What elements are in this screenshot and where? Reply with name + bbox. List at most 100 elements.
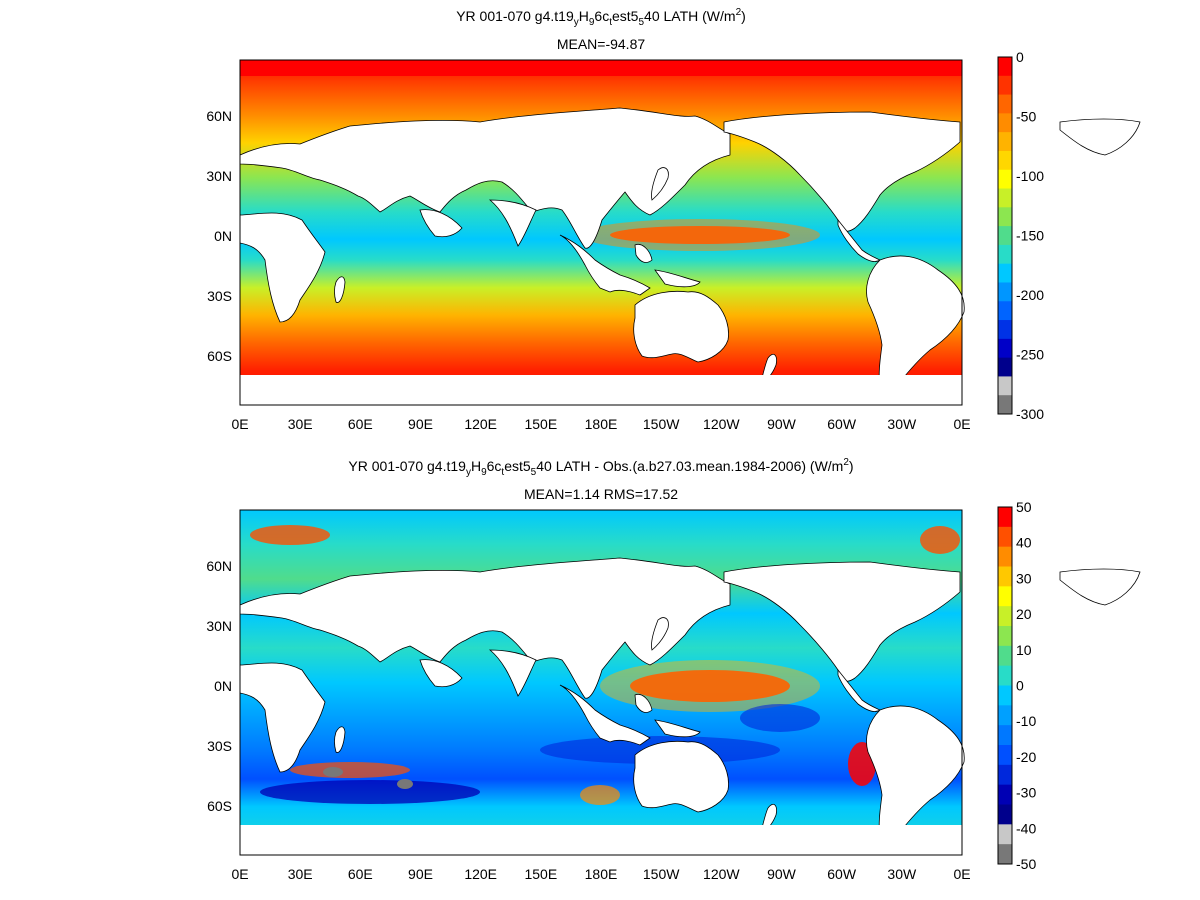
panel2-lon-label-4: 120E	[464, 866, 497, 882]
panel1-lat-label-60S: 60S	[207, 348, 232, 364]
panel1-colorbar-swatch-4	[998, 132, 1012, 152]
panel2-plot-area	[239, 509, 1200, 866]
panel2-colorbar-swatch-4	[998, 586, 1012, 607]
panel1-colorbar-label-6: -300	[1016, 406, 1044, 422]
panel1-lon-label-11: 30W	[887, 416, 917, 432]
panel1-lat-label-30N: 30N	[206, 168, 232, 184]
panel1-colorbar-swatch-8	[998, 207, 1012, 227]
panel2-lon-label-5: 150E	[524, 866, 557, 882]
panel1-colorbar-swatch-15	[998, 338, 1012, 359]
panel1-lon-label-0: 0E	[231, 416, 248, 432]
panel1-lon-label-6: 180E	[585, 416, 618, 432]
panel2-colorbar-swatch-12	[998, 745, 1012, 766]
panel2-colorbar-label-4: 10	[1016, 642, 1032, 658]
panel2-colorbar-label-5: 0	[1016, 678, 1024, 694]
panel2-lon-label-9: 90W	[767, 866, 797, 882]
panel2-lon-label-3: 90E	[408, 866, 433, 882]
panel2-colorbar-swatch-9	[998, 685, 1012, 706]
panel1-colorbar-border	[997, 56, 1013, 415]
panel1-lon-label-2: 60E	[348, 416, 373, 432]
panel2-map: 60N 30N 0N 30S 60S 0E 30E 60E 90E 120E 150E 18…	[206, 499, 1200, 882]
panel2-lat-label-60S: 60S	[207, 798, 232, 814]
panel1-colorbar: 0 -50 -100 -150 -200 -250 -300	[997, 49, 1044, 422]
panel1-lon-label-8: 120W	[703, 416, 740, 432]
panel2-colorbar-swatch-10	[998, 705, 1012, 726]
panel1-colorbar-label-2: -100	[1016, 168, 1044, 184]
panel2-lon-label-0: 0E	[231, 866, 248, 882]
panel1-colorbar-swatch-14	[998, 320, 1012, 340]
panel2-lat-label-30N: 30N	[206, 618, 232, 634]
panel2-subtitle: MEAN=1.14 RMS=17.52	[523, 486, 679, 502]
panel2-colorbar-label-10: -50	[1016, 856, 1036, 872]
panel1-colorbar-label-4: -200	[1016, 287, 1044, 303]
panel2-lon-label-6: 180E	[585, 866, 618, 882]
panel1-lat-label-0N: 0N	[214, 228, 232, 244]
panel2-colorbar-swatch-8	[998, 665, 1012, 686]
panel2-colorbar-label-7: -20	[1016, 749, 1036, 765]
panel1-lon-label-1: 30E	[288, 416, 313, 432]
panel2-lat-label-30S: 30S	[207, 738, 232, 754]
panel2-lon-label-7: 150W	[643, 866, 680, 882]
panel1-lon-label-10: 60W	[827, 416, 857, 432]
panel1-colorbar-swatch-10	[998, 244, 1012, 265]
panel1-lon-axis: 0E 30E 60E 90E 120E 150E 180E 150W 120W 90W 60W 30W…	[231, 416, 970, 432]
panel1-colorbar-label-5: -250	[1016, 347, 1044, 363]
panel1-lat-label-30S: 30S	[207, 288, 232, 304]
panel1-colorbar-swatch-13	[998, 301, 1012, 321]
panel1-colorbar-label-3: -150	[1016, 228, 1044, 244]
panel2-colorbar-label-2: 30	[1016, 570, 1032, 586]
panel1-colorbar-swatch-7	[998, 188, 1012, 208]
panel1-colorbar-swatch-16	[998, 357, 1012, 377]
panel2-colorbar-label-8: -30	[1016, 785, 1036, 801]
panel2-colorbar-swatch-16	[998, 824, 1012, 845]
panel2-colorbar-label-3: 20	[1016, 606, 1032, 622]
panel1-map: 60N 30N 0N 30S 60S 0E 30E 60E 90E 120E 150E 18…	[206, 49, 1200, 432]
panel2-colorbar-swatch-17	[998, 844, 1012, 865]
panel1-lon-label-9: 90W	[767, 416, 797, 432]
panel1-colorbar-swatch-17	[998, 376, 1012, 396]
panel2-lon-label-11: 30W	[887, 866, 917, 882]
panel2-colorbar-label-9: -40	[1016, 820, 1036, 836]
panel2-lat-label-0N: 0N	[214, 678, 232, 694]
panel1-colorbar-swatch-2	[998, 94, 1012, 114]
panel1-colorbar-swatch-12	[998, 282, 1012, 302]
panel2-colorbar-swatch-5	[998, 606, 1012, 627]
panel2-colorbar-swatch-11	[998, 725, 1012, 746]
panel2-colorbar-swatch-3	[998, 566, 1012, 587]
panel1-colorbar-label-1: -50	[1016, 109, 1036, 125]
panel1-colorbar-swatch-3	[998, 113, 1012, 133]
panel1-colorbar-label-0: 0	[1016, 49, 1024, 65]
panel2-colorbar-label-6: -10	[1016, 713, 1036, 729]
panel1-lon-label-4: 120E	[464, 416, 497, 432]
panel2-lon-label-10: 60W	[827, 866, 857, 882]
panel1-title: YR 001-070 g4.t19yH96ctest5540 LATH (W/m…	[456, 7, 746, 28]
panel1-lat-axis: 60N 30N 0N 30S 60S	[206, 108, 232, 364]
panel1-lon-label-12: 0E	[953, 416, 970, 432]
panel2-colorbar-swatch-7	[998, 645, 1012, 667]
panel1-colorbar-swatch-1	[998, 75, 1012, 96]
panel1-lon-label-7: 150W	[643, 416, 680, 432]
panel1-lon-label-3: 90E	[408, 416, 433, 432]
panel2-lat-axis: 60N 30N 0N 30S 60S	[206, 558, 232, 814]
panel2-colorbar-border	[997, 506, 1013, 865]
panel2-colorbar: 50 40 30 20 10 0 -10 -20 -30 -40 -50	[997, 499, 1036, 872]
panel1-subtitle: MEAN=-94.87	[556, 36, 646, 52]
panel2-colorbar-swatch-14	[998, 784, 1012, 805]
panel1-colorbar-swatch-18	[998, 395, 1012, 415]
panel2-colorbar-swatch-0	[998, 507, 1012, 528]
panel1-lat-label-60N: 60N	[206, 108, 232, 124]
panel2-title: YR 001-070 g4.t19yH96ctest5540 LATH - Ob…	[348, 457, 854, 478]
panel2-lon-label-8: 120W	[703, 866, 740, 882]
panel2-lon-label-2: 60E	[348, 866, 373, 882]
panel1-colorbar-swatch-5	[998, 150, 1012, 171]
panel2-colorbar-label-1: 40	[1016, 535, 1032, 551]
panel2-lon-axis: 0E 30E 60E 90E 120E 150E 180E 150W 120W 90W 60W 30W…	[231, 866, 970, 882]
panel2-colorbar-swatch-6	[998, 626, 1012, 647]
panel2-colorbar-swatch-1	[998, 526, 1012, 548]
panel2-lat-label-60N: 60N	[206, 558, 232, 574]
panel1-lon-label-5: 150E	[524, 416, 557, 432]
panel1-colorbar-swatch-11	[998, 263, 1012, 283]
panel1-plot-area	[239, 59, 1200, 416]
panel2-colorbar-swatch-13	[998, 764, 1012, 786]
panel1-colorbar-swatch-0	[998, 57, 1012, 77]
